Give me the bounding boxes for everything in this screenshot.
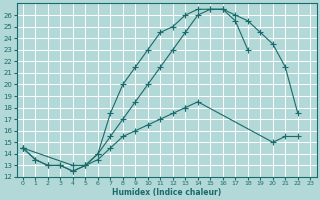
X-axis label: Humidex (Indice chaleur): Humidex (Indice chaleur): [112, 188, 221, 197]
